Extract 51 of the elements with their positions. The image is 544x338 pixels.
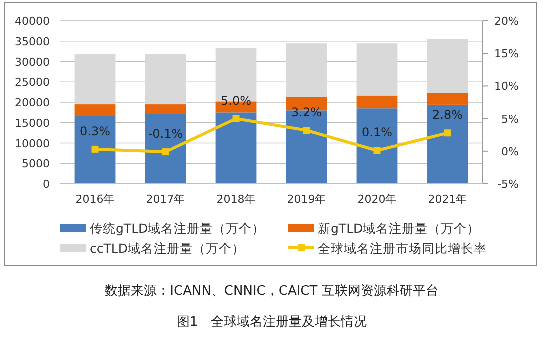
legend-label: ccTLD域名注册量（万个）	[90, 241, 245, 256]
y-tick-label: 0	[43, 178, 50, 191]
bar	[427, 104, 468, 184]
data-label: -0.1%	[148, 127, 184, 142]
data-label: 2.8%	[432, 108, 463, 122]
y2-tick-label: 5%	[502, 112, 519, 126]
y-tick-label: 40000	[15, 15, 50, 28]
y-tick-label: 30000	[15, 56, 50, 69]
x-tick-label: 2020年	[358, 193, 397, 206]
y2-tick-label: 10%	[494, 80, 519, 94]
x-tick-label: 2016年	[76, 193, 115, 206]
bar	[427, 39, 468, 94]
point	[374, 147, 381, 154]
point	[232, 115, 240, 122]
y-tick-label: 20000	[15, 96, 50, 110]
bar	[356, 44, 398, 96]
y-tick-label: 25000	[15, 76, 50, 90]
y-tick-label: 10000	[15, 137, 50, 150]
bar	[74, 104, 116, 116]
bar	[427, 93, 468, 105]
point	[92, 146, 99, 153]
bar	[74, 54, 116, 105]
x-tick-label: 2018年	[216, 193, 256, 206]
bar	[74, 116, 116, 184]
point	[303, 127, 310, 134]
legend-label: 全球域名注册市场同比增长率	[318, 241, 487, 256]
legend-label: 新gTLD域名注册量（万个）	[318, 221, 480, 236]
bar	[216, 112, 257, 184]
y-tick-label: 35000	[15, 35, 50, 48]
bar	[145, 54, 186, 105]
legend-label: 传统gTLD域名注册量（万个）	[90, 221, 266, 236]
bar	[356, 108, 398, 184]
y2-tick-label: 20%	[494, 15, 519, 28]
data-label: 0.3%	[80, 124, 110, 138]
bar	[145, 104, 186, 114]
x-tick-label: 2017年	[146, 193, 186, 206]
y2-tick-label: 15%	[494, 48, 519, 61]
y-tick-label: 5000	[22, 158, 50, 171]
source-note: 数据来源：ICANN、CNNIC，CAICT 互联网资源科研平台	[105, 284, 439, 299]
x-tick-label: 2019年	[287, 193, 326, 206]
y-tick-label: 15000	[15, 116, 50, 130]
bar	[145, 114, 186, 184]
bar	[356, 96, 398, 109]
point	[162, 148, 170, 156]
y2-tick-label: 0%	[502, 145, 519, 158]
data-label: 0.1%	[362, 126, 392, 140]
bar	[286, 44, 328, 98]
point	[444, 130, 452, 137]
text: 图1 全球域名注册量及增长情况	[176, 315, 368, 330]
y2-tick-label: -5%	[498, 178, 519, 191]
x-tick-label: 2021年	[428, 193, 468, 206]
